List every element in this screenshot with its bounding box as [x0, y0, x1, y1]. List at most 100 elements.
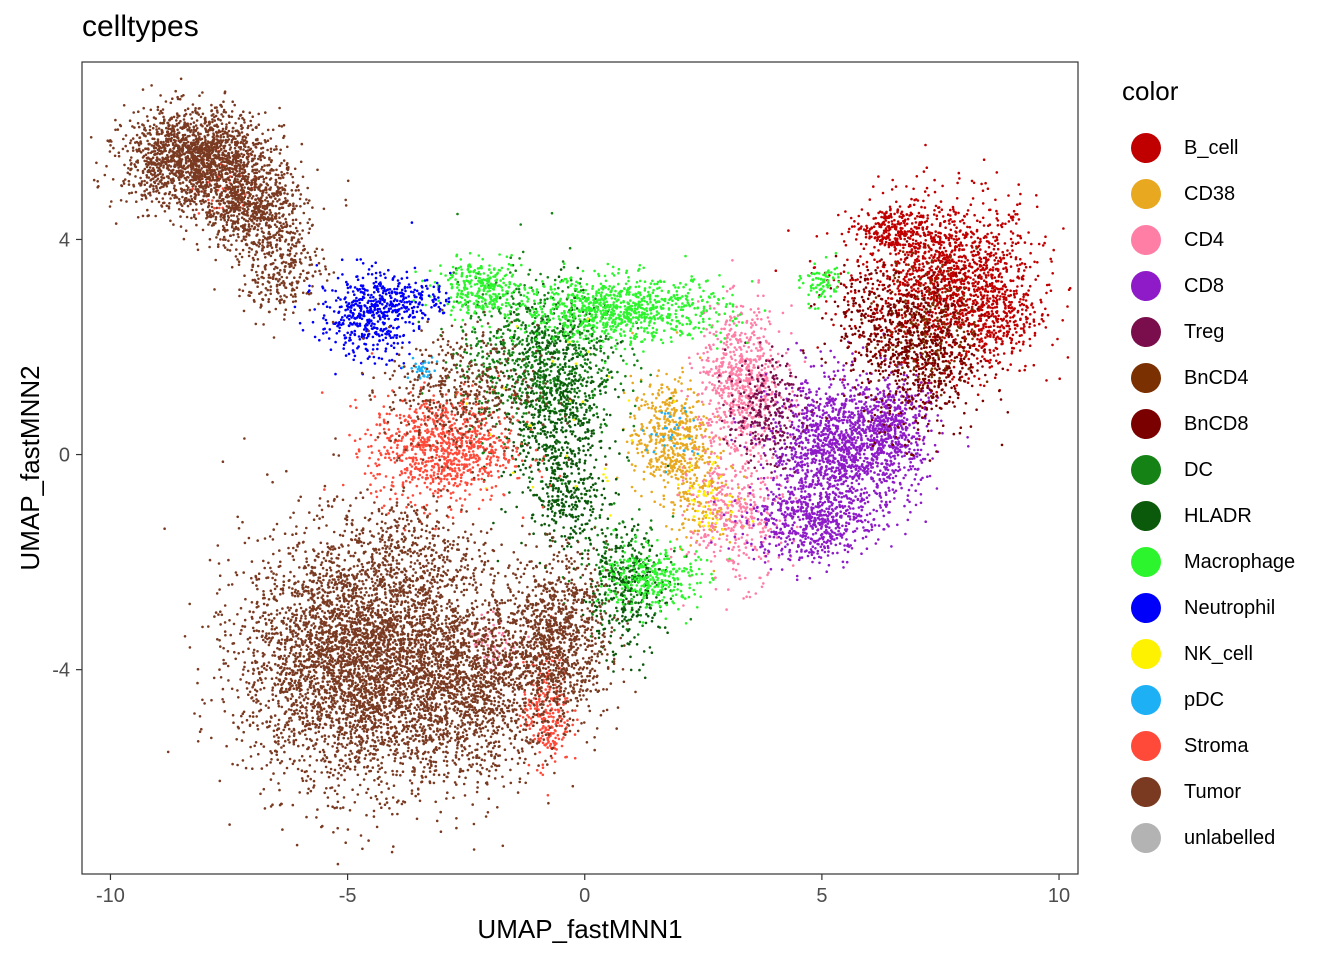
- point-B_cell: [1067, 356, 1070, 359]
- point-CD4: [721, 488, 724, 491]
- point-B_cell: [894, 293, 897, 296]
- point-CD8: [850, 411, 853, 414]
- point-B_cell: [886, 275, 889, 278]
- point-B_cell: [873, 231, 876, 234]
- point-CD8: [819, 449, 822, 452]
- point-CD4: [795, 497, 798, 500]
- point-CD38: [688, 493, 691, 496]
- point-CD38: [644, 444, 647, 447]
- point-CD8: [804, 446, 807, 449]
- point-B_cell: [853, 220, 856, 223]
- point-CD4: [769, 349, 772, 352]
- point-B_cell: [1002, 257, 1005, 260]
- point-B_cell: [916, 215, 919, 218]
- point-B_cell: [977, 324, 980, 327]
- point-CD4: [704, 435, 707, 438]
- point-CD4: [765, 340, 768, 343]
- point-B_cell: [898, 262, 901, 265]
- point-B_cell: [1033, 318, 1036, 321]
- point-CD4: [740, 507, 743, 510]
- point-B_cell: [927, 297, 930, 300]
- point-B_cell: [992, 313, 995, 316]
- point-CD4: [746, 365, 749, 368]
- point-B_cell: [901, 314, 904, 317]
- point-B_cell: [1011, 249, 1014, 252]
- point-CD4: [758, 388, 761, 391]
- point-B_cell: [920, 269, 923, 272]
- point-CD8: [793, 394, 796, 397]
- point-CD38: [721, 482, 724, 485]
- point-B_cell: [953, 261, 956, 264]
- point-CD38: [657, 427, 660, 430]
- point-CD4: [751, 369, 754, 372]
- point-CD8: [857, 437, 860, 440]
- point-CD4: [758, 371, 761, 374]
- point-B_cell: [955, 231, 958, 234]
- point-CD38: [705, 511, 708, 514]
- point-B_cell: [873, 246, 876, 249]
- point-CD8: [836, 483, 839, 486]
- point-B_cell: [933, 256, 936, 259]
- point-B_cell: [985, 302, 988, 305]
- point-CD38: [697, 501, 700, 504]
- point-B_cell: [963, 283, 966, 286]
- point-CD8: [781, 453, 784, 456]
- point-B_cell: [944, 234, 947, 237]
- point-CD4: [711, 421, 714, 424]
- point-CD8: [807, 441, 810, 444]
- point-CD4: [727, 346, 730, 349]
- point-B_cell: [948, 261, 951, 264]
- point-CD8: [845, 429, 848, 432]
- point-CD38: [672, 391, 675, 394]
- point-CD4: [740, 332, 743, 335]
- point-CD38: [670, 430, 673, 433]
- point-CD8: [866, 496, 869, 499]
- point-CD8: [867, 521, 870, 524]
- point-CD8: [860, 409, 863, 412]
- point-CD8: [828, 375, 831, 378]
- point-B_cell: [979, 291, 982, 294]
- point-CD8: [871, 411, 874, 414]
- point-CD8: [854, 424, 857, 427]
- point-CD4: [726, 493, 729, 496]
- point-B_cell: [949, 242, 952, 245]
- point-CD8: [776, 401, 779, 404]
- point-B_cell: [933, 259, 936, 262]
- point-B_cell: [971, 246, 974, 249]
- point-B_cell: [860, 225, 863, 228]
- point-B_cell: [892, 269, 895, 272]
- point-CD4: [771, 381, 774, 384]
- point-CD38: [629, 416, 632, 419]
- point-B_cell: [907, 236, 910, 239]
- point-B_cell: [939, 261, 942, 264]
- point-CD8: [861, 478, 864, 481]
- point-CD8: [846, 450, 849, 453]
- point-CD8: [830, 470, 833, 473]
- point-B_cell: [1004, 293, 1007, 296]
- point-B_cell: [989, 269, 992, 272]
- point-CD8: [809, 499, 812, 502]
- point-CD4: [745, 321, 748, 324]
- point-CD8: [861, 509, 864, 512]
- point-CD8: [749, 433, 752, 436]
- point-CD8: [805, 439, 808, 442]
- point-CD8: [866, 388, 869, 391]
- point-B_cell: [961, 219, 964, 222]
- point-CD8: [801, 466, 804, 469]
- point-B_cell: [1010, 256, 1013, 259]
- point-CD8: [825, 392, 828, 395]
- point-CD4: [716, 390, 719, 393]
- point-CD4: [498, 632, 501, 635]
- point-B_cell: [904, 258, 907, 261]
- point-CD38: [653, 471, 656, 474]
- point-B_cell: [873, 225, 876, 228]
- point-CD8: [837, 361, 840, 364]
- point-CD4: [760, 519, 763, 522]
- point-CD38: [681, 412, 684, 415]
- point-B_cell: [967, 306, 970, 309]
- point-CD8: [880, 500, 883, 503]
- point-CD8: [895, 475, 898, 478]
- point-CD38: [671, 447, 674, 450]
- point-CD4: [731, 501, 734, 504]
- point-B_cell: [936, 218, 939, 221]
